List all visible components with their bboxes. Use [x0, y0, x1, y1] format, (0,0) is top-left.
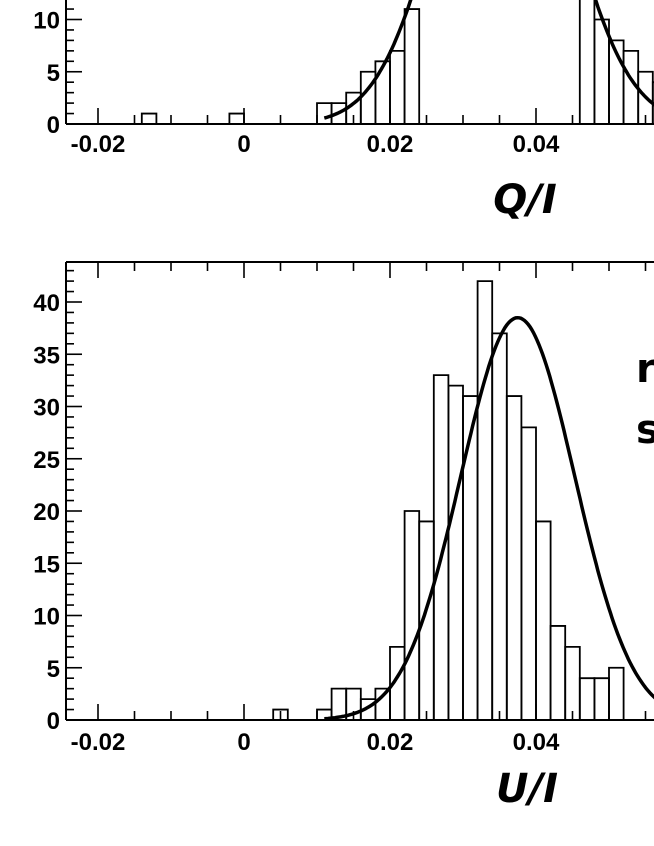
x-axis-title: Q/I — [493, 177, 557, 223]
x-tick-label: -0.02 — [71, 729, 126, 756]
histogram-bin — [272, 708, 289, 720]
histogram-bin — [578, 677, 596, 720]
histogram-bin — [447, 384, 464, 720]
y-tick-label: 30 — [33, 395, 60, 422]
x-tick-label: 0.04 — [513, 729, 560, 756]
y-tick-label: 35 — [33, 342, 60, 369]
y-tick-label: 40 — [33, 290, 60, 317]
y-tick-label: 15 — [33, 551, 60, 578]
histogram-bin — [564, 645, 581, 720]
histogram-bin — [520, 426, 537, 720]
histogram-bin — [535, 520, 552, 720]
y-tick-label: 25 — [33, 447, 60, 474]
histogram-bin — [140, 112, 158, 124]
x-tick-label: -0.02 — [71, 131, 126, 158]
x-axis-title: U/I — [496, 766, 558, 812]
gaussian-fit-curve — [324, 315, 654, 721]
x-tick-label: 0.02 — [367, 131, 414, 158]
histogram-bin — [432, 374, 450, 720]
y-tick-label: 10 — [33, 604, 60, 631]
histogram-bin — [389, 49, 406, 124]
y-tick-label: 5 — [47, 60, 60, 87]
histogram-bin — [316, 102, 333, 124]
x-tick-label: 0 — [237, 131, 250, 158]
x-tick-label: 0.04 — [513, 131, 560, 158]
histogram-bin — [593, 677, 610, 720]
histogram-bin — [462, 395, 479, 720]
y-tick-label: 5 — [47, 656, 60, 683]
y-tick-label: 0 — [47, 112, 60, 139]
side-text-s: s — [636, 407, 654, 453]
histogram-bin — [228, 112, 245, 124]
histogram-bin — [374, 60, 391, 124]
histogram-bin — [403, 510, 421, 720]
y-tick-label: 10 — [33, 8, 60, 35]
histogram-bin — [505, 395, 523, 720]
x-tick-label: 0.02 — [367, 729, 414, 756]
histogram-bin — [578, 0, 596, 124]
gaussian-fit-curve — [323, 0, 654, 120]
histogram-bin — [403, 8, 421, 124]
histogram-bin — [608, 666, 625, 720]
histogram-bin — [549, 625, 567, 720]
y-tick-label: 20 — [33, 499, 60, 526]
histogram-bin — [491, 332, 508, 720]
histogram-bin — [476, 280, 494, 720]
y-tick-label: 0 — [47, 708, 60, 735]
x-tick-label: 0 — [237, 729, 250, 756]
side-text-r: r — [636, 346, 654, 392]
